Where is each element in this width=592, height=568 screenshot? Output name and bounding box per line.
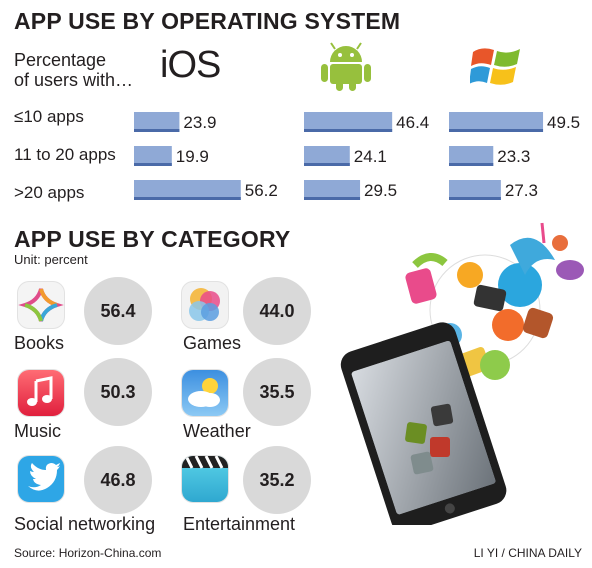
bar-edge-windows-0 — [449, 129, 544, 132]
bar-windows-1 — [449, 146, 494, 166]
bar-edge-ios-2 — [134, 197, 241, 200]
row-label-1: 11 to 20 apps — [14, 145, 116, 164]
row-label-0: ≤10 apps — [14, 107, 84, 126]
bar-android-1 — [304, 146, 350, 166]
bar-value-android-1: 24.1 — [353, 147, 387, 166]
row-label-2: >20 apps — [14, 183, 85, 202]
bar-edge-windows-1 — [449, 163, 494, 166]
books-icon — [18, 282, 64, 328]
category-label-music: Music — [14, 421, 62, 441]
category-value-music: 50.3 — [84, 358, 152, 426]
unit-label: Unit: percent — [14, 252, 88, 267]
twitter-bird-icon — [18, 456, 64, 502]
windows-flag-icon — [469, 44, 522, 88]
weather-cloud-sun-icon — [182, 370, 228, 416]
bar-value-android-2: 29.5 — [364, 181, 398, 200]
source-note: Source: Horizon-China.com — [14, 546, 162, 560]
category-value-games: 44.0 — [243, 277, 311, 345]
clapperboard-icon — [182, 456, 228, 502]
category-label-weather: Weather — [183, 421, 251, 441]
category-label-books: Books — [14, 333, 65, 353]
category-value-entertainment: 35.2 — [243, 446, 311, 514]
bar-value-ios-2: 56.2 — [244, 181, 278, 200]
android-robot-icon — [318, 38, 374, 92]
ios-wordmark: iOS — [160, 44, 221, 86]
bar-android-2 — [304, 180, 361, 200]
category-value-books: 56.4 — [84, 277, 152, 345]
bar-edge-android-2 — [304, 197, 361, 200]
os-subtitle-line1: Percentage — [14, 50, 107, 70]
category-value-weather: 35.5 — [243, 358, 311, 426]
os-subtitle-line2: of users with… — [14, 70, 134, 90]
bar-value-ios-1: 19.9 — [175, 147, 209, 166]
bar-edge-windows-2 — [449, 197, 501, 200]
credit-line: LI YI / CHINA DAILY — [473, 546, 582, 560]
smartphone-apps-illustration — [320, 215, 590, 533]
bar-value-android-0: 46.4 — [396, 113, 430, 132]
bar-ios-0 — [134, 112, 180, 132]
bar-edge-android-1 — [304, 163, 350, 166]
bar-value-windows-0: 49.5 — [547, 113, 581, 132]
music-note-icon — [18, 370, 64, 416]
category-value-social-networking: 46.8 — [84, 446, 152, 514]
os-bar-chart — [134, 112, 544, 200]
bar-ios-2 — [134, 180, 241, 200]
category-section-title: APP USE BY CATEGORY — [14, 226, 291, 252]
bar-edge-ios-0 — [134, 129, 180, 132]
bar-ios-1 — [134, 146, 172, 166]
bar-value-windows-1: 23.3 — [497, 147, 531, 166]
bar-value-windows-2: 27.3 — [504, 181, 538, 200]
os-section-title: APP USE BY OPERATING SYSTEM — [14, 8, 401, 34]
category-label-games: Games — [183, 333, 242, 353]
bar-edge-android-0 — [304, 129, 393, 132]
os-subtitle: Percentage of users with… — [14, 50, 133, 90]
bar-android-0 — [304, 112, 393, 132]
category-label-entertainment: Entertainment — [183, 514, 296, 534]
game-center-icon — [182, 282, 228, 328]
category-label-social-networking: Social networking — [14, 514, 156, 534]
bar-windows-0 — [449, 112, 544, 132]
bar-value-ios-0: 23.9 — [183, 113, 217, 132]
bar-windows-2 — [449, 180, 501, 200]
bar-edge-ios-1 — [134, 163, 172, 166]
